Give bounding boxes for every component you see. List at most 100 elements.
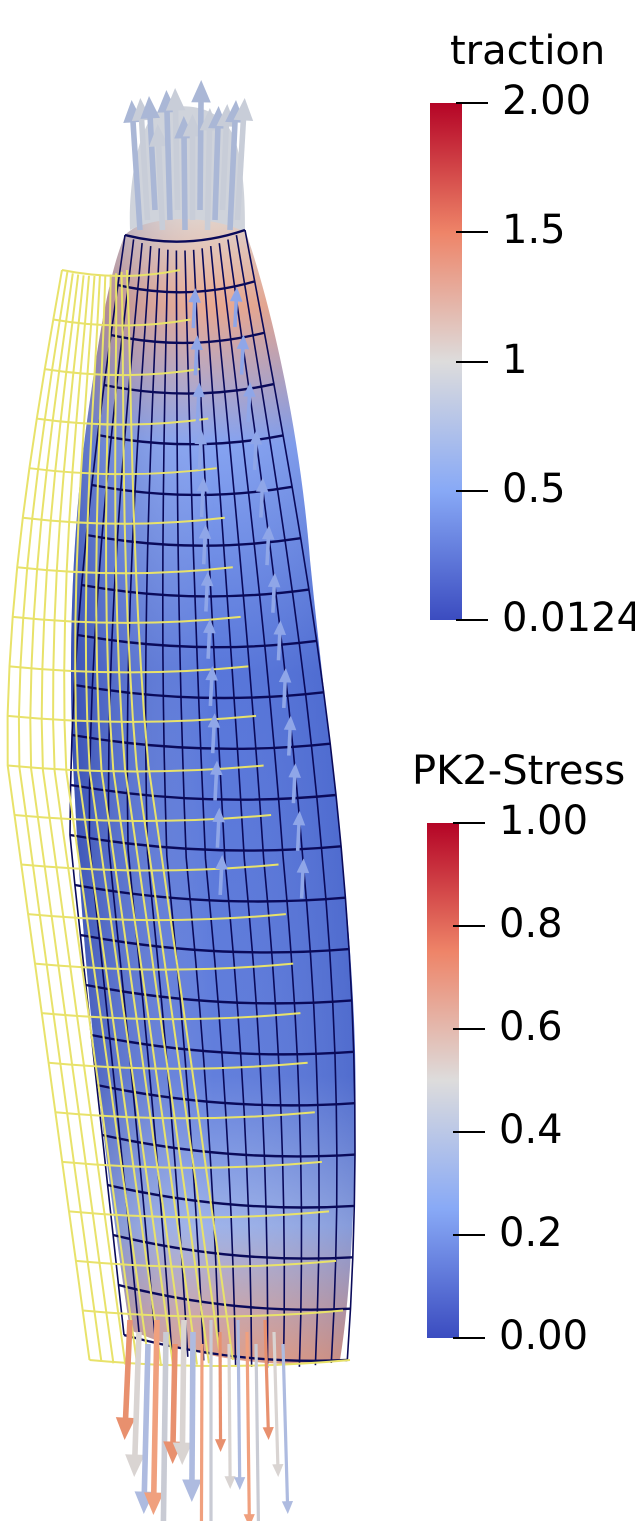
arrow-head bbox=[249, 429, 263, 445]
wire-hoop-line bbox=[55, 1111, 315, 1120]
wire-meridian-line bbox=[84, 275, 175, 1366]
arrow-shaft bbox=[181, 136, 188, 231]
arrow-head bbox=[194, 429, 208, 445]
arrow-head bbox=[243, 382, 256, 397]
arrow-shaft bbox=[299, 871, 305, 899]
wire-hoop-line bbox=[7, 714, 257, 723]
arrow-shaft bbox=[191, 301, 197, 329]
arrow-shaft bbox=[204, 584, 209, 612]
mesh-hoop-line bbox=[74, 883, 346, 903]
arrow-shaft bbox=[218, 868, 224, 896]
mesh-grid bbox=[69, 228, 356, 1368]
arrow-shaft bbox=[179, 1319, 187, 1445]
mesh-meridian-line bbox=[107, 243, 157, 1348]
arrow-head bbox=[190, 335, 203, 351]
arrow-head bbox=[292, 810, 306, 826]
wire-hoop-line bbox=[12, 615, 241, 624]
wire-hoop-line bbox=[82, 1309, 344, 1318]
arrow-head bbox=[261, 525, 275, 540]
arrow-shaft bbox=[197, 100, 204, 211]
arrow-head bbox=[192, 382, 205, 398]
arrow-head bbox=[200, 571, 214, 587]
wire-meridian-line bbox=[17, 271, 103, 1362]
arrow-shaft bbox=[254, 1343, 261, 1521]
wire-meridian-line bbox=[125, 269, 234, 1361]
arrow-head bbox=[236, 334, 250, 350]
arrow-shaft bbox=[227, 1343, 232, 1478]
wire-meridian-line bbox=[114, 273, 210, 1364]
arrow-shaft bbox=[213, 773, 219, 801]
arrow-shaft bbox=[199, 490, 205, 518]
arrow-shaft bbox=[233, 300, 239, 328]
arrow-head bbox=[210, 760, 223, 776]
arrow-shaft bbox=[147, 116, 158, 211]
arrow-shaft bbox=[295, 824, 301, 851]
wire-meridian-line bbox=[63, 275, 151, 1366]
arrow-head bbox=[191, 80, 211, 103]
arrow-head bbox=[212, 807, 225, 823]
wire-meridian-line bbox=[120, 271, 222, 1362]
mesh-meridian-line bbox=[175, 250, 221, 1364]
arrow-head bbox=[115, 1417, 136, 1440]
arrow-head bbox=[233, 98, 254, 121]
arrow-shaft bbox=[122, 1319, 133, 1420]
arrow-shaft bbox=[286, 728, 292, 756]
arrow-head bbox=[267, 572, 281, 588]
mesh-meridian-line bbox=[88, 239, 141, 1342]
wire-meridian-line bbox=[95, 275, 186, 1366]
arrow-shaft bbox=[291, 776, 297, 804]
arrow-head bbox=[229, 287, 243, 302]
arrow-head bbox=[188, 288, 201, 303]
arrow-head bbox=[172, 1442, 193, 1465]
wire-hoop-line bbox=[62, 1160, 323, 1169]
arrow-head bbox=[144, 1492, 164, 1515]
arrow-head bbox=[243, 1514, 255, 1521]
arrow-head bbox=[273, 620, 287, 636]
arrow-shaft bbox=[170, 1343, 178, 1444]
wire-hoop-line bbox=[41, 1012, 301, 1021]
arrow-head bbox=[255, 477, 269, 493]
wire-hoop-line bbox=[9, 665, 249, 674]
mesh-meridian-line bbox=[184, 250, 237, 1366]
wire-hoop-line bbox=[14, 814, 272, 822]
arrow-head bbox=[205, 665, 218, 681]
arrow-shaft bbox=[236, 1319, 242, 1479]
mesh-meridian-line bbox=[209, 246, 286, 1368]
arrow-shaft bbox=[259, 490, 265, 518]
arrow-shaft bbox=[272, 1331, 280, 1466]
mesh-meridian-line bbox=[218, 243, 303, 1367]
arrow-shaft bbox=[219, 124, 230, 211]
arrow-shaft bbox=[208, 679, 214, 707]
arrow-head bbox=[272, 1464, 284, 1477]
arrow-head bbox=[165, 88, 186, 111]
arrow-head bbox=[281, 1501, 294, 1514]
arrow-shaft bbox=[239, 348, 245, 375]
arrow-head bbox=[214, 1439, 227, 1452]
arrow-head bbox=[207, 713, 221, 728]
mesh-meridian-line bbox=[144, 248, 189, 1357]
deformed-body bbox=[69, 106, 356, 1368]
arrow-head bbox=[203, 618, 216, 634]
arrow-head bbox=[182, 1479, 202, 1502]
arrow-shaft bbox=[160, 1331, 169, 1521]
arrow-shaft bbox=[252, 443, 258, 470]
arrow-head bbox=[234, 1477, 246, 1490]
mesh-meridian-line bbox=[161, 249, 205, 1361]
arrow-head bbox=[224, 1476, 236, 1489]
arrow-shaft bbox=[218, 1331, 223, 1441]
wire-meridian-line bbox=[40, 274, 127, 1365]
arrow-shaft bbox=[197, 443, 203, 470]
arrow-head bbox=[140, 96, 160, 119]
wire-hoop-line bbox=[48, 1061, 308, 1070]
arrow-head bbox=[198, 524, 212, 539]
wire-hoop-line bbox=[34, 962, 294, 971]
wire-meridian-line bbox=[74, 275, 163, 1367]
arrow-shaft bbox=[271, 586, 276, 613]
arrow-shaft bbox=[276, 633, 282, 661]
arrow-shaft bbox=[138, 118, 151, 221]
wire-hoop-line bbox=[75, 1259, 337, 1268]
arrow-shaft bbox=[210, 726, 216, 754]
arrow-head bbox=[288, 763, 301, 778]
wire-hoop-line bbox=[21, 863, 279, 872]
